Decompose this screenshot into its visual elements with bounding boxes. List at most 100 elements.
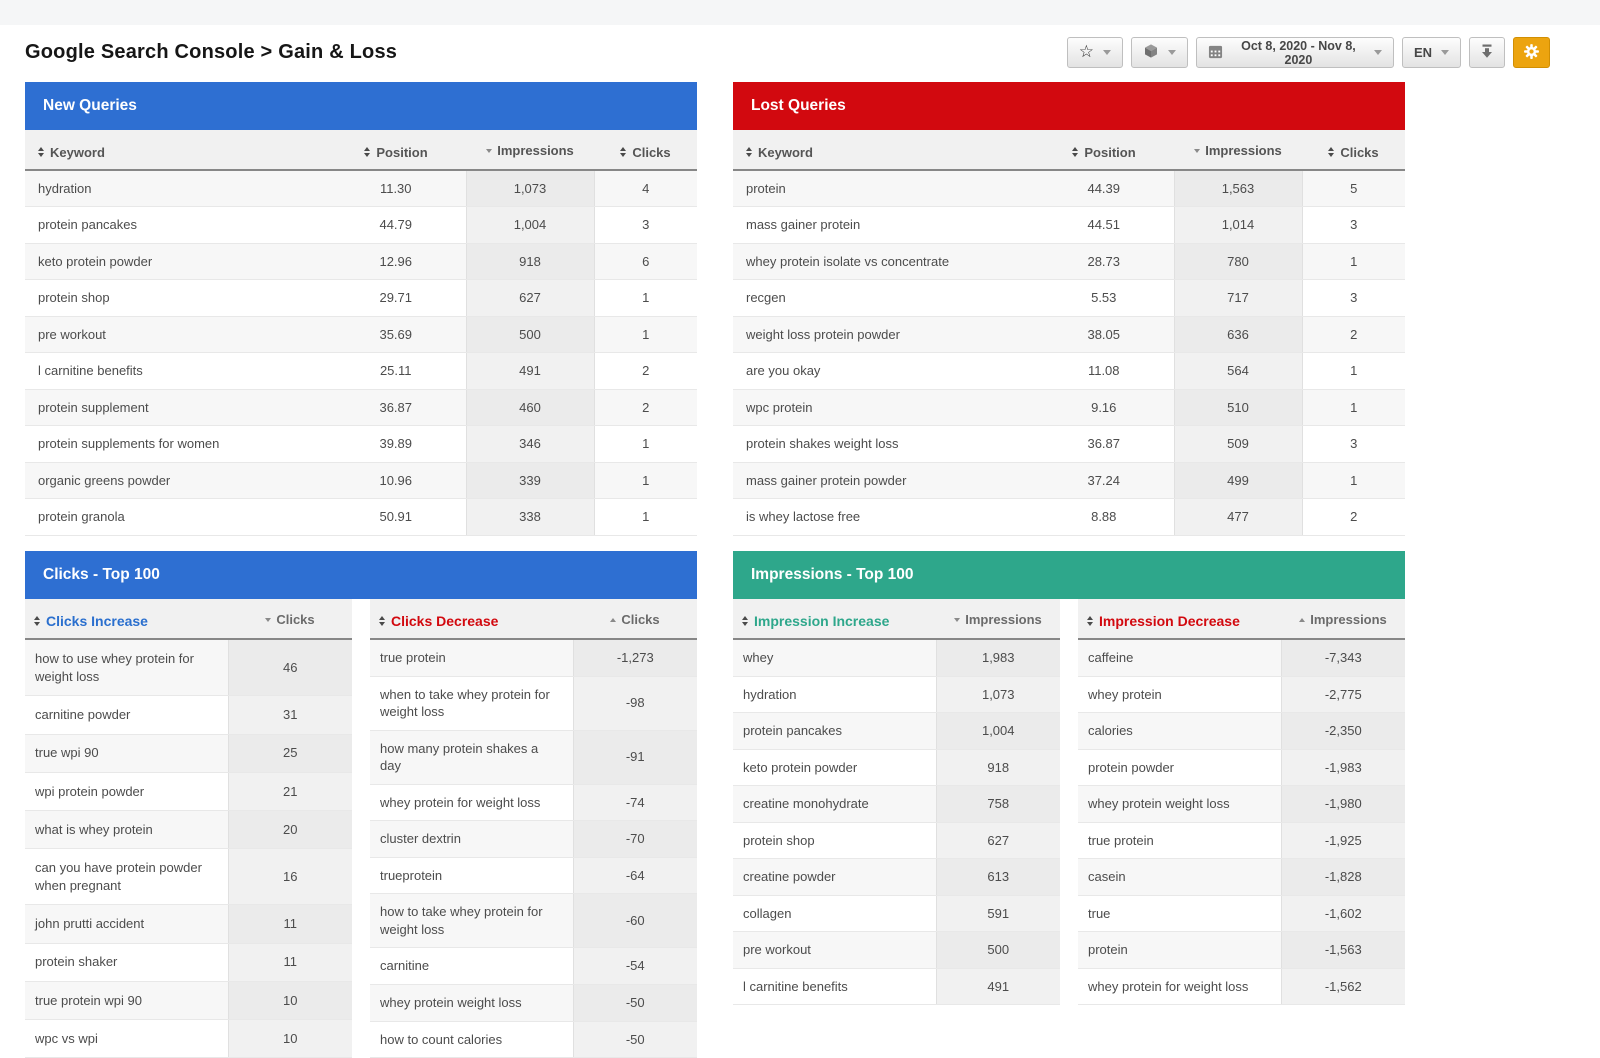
table-row[interactable]: creatine monohydrate 758 [733, 785, 1060, 823]
column-header-impression-decrease[interactable]: Impression Decrease [1078, 598, 1281, 640]
table-row[interactable]: casein -1,828 [1078, 858, 1405, 896]
table-row[interactable]: what is whey protein 20 [25, 810, 352, 850]
table-row[interactable]: collagen 591 [733, 895, 1060, 933]
column-header-impressions[interactable]: Impressions [466, 130, 594, 171]
impressions-cell: 918 [935, 749, 1060, 787]
table-row[interactable]: protein pancakes 44.79 1,004 3 [25, 206, 697, 244]
table-row[interactable]: whey protein for weight loss -1,562 [1078, 968, 1405, 1006]
table-row[interactable]: hydration 11.30 1,073 4 [25, 169, 697, 208]
keyword-cell: creatine monohydrate [733, 785, 936, 823]
table-row[interactable]: protein 44.39 1,563 5 [733, 169, 1405, 208]
settings-button[interactable] [1513, 37, 1550, 68]
table-row[interactable]: protein -1,563 [1078, 931, 1405, 969]
table-row[interactable]: hydration 1,073 [733, 676, 1060, 714]
table-row[interactable]: whey 1,983 [733, 638, 1060, 677]
position-cell: 8.88 [1034, 498, 1174, 536]
keyword-cell: wpi protein powder [25, 772, 228, 811]
table-row[interactable]: whey protein for weight loss -74 [370, 784, 697, 822]
table-row[interactable]: protein supplement 36.87 460 2 [25, 389, 697, 427]
table-row[interactable]: wpi protein powder 21 [25, 772, 352, 811]
table-row[interactable]: caffeine -7,343 [1078, 638, 1405, 677]
column-header-keyword[interactable]: Keyword [25, 130, 326, 171]
table-row[interactable]: pre workout 35.69 500 1 [25, 316, 697, 354]
keyword-cell: protein shop [733, 822, 936, 860]
table-row[interactable]: how to take whey protein for weight loss… [370, 893, 697, 949]
table-row[interactable]: how to use whey protein for weight loss … [25, 638, 352, 697]
table-row[interactable]: how to count calories -50 [370, 1021, 697, 1058]
impressions-cell: 1,014 [1173, 206, 1303, 244]
download-button[interactable] [1469, 37, 1505, 68]
table-row[interactable]: whey protein weight loss -1,980 [1078, 785, 1405, 823]
table-row[interactable]: wpc protein 9.16 510 1 [733, 389, 1405, 427]
clicks-cell: 3 [1302, 206, 1405, 244]
language-selector[interactable]: EN [1401, 37, 1461, 68]
impressions-cell: 613 [935, 858, 1060, 896]
column-header-clicks[interactable]: Clicks [1302, 130, 1405, 171]
column-header-impression-increase[interactable]: Impression Increase [733, 598, 936, 640]
keyword-cell: mass gainer protein [733, 206, 1034, 244]
table-row[interactable]: protein shop 29.71 627 1 [25, 279, 697, 317]
column-label: Impressions [497, 143, 574, 158]
date-range-picker[interactable]: Oct 8, 2020 - Nov 8, 2020 [1195, 37, 1394, 68]
table-row[interactable]: how many protein shakes a day -91 [370, 730, 697, 785]
table-row[interactable]: whey protein isolate vs concentrate 28.7… [733, 243, 1405, 281]
column-header-clicks[interactable]: Clicks [594, 130, 697, 171]
table-row[interactable]: keto protein powder 12.96 918 6 [25, 243, 697, 281]
table-row[interactable]: true -1,602 [1078, 895, 1405, 933]
table-row[interactable]: organic greens powder 10.96 339 1 [25, 462, 697, 500]
table-row[interactable]: l carnitine benefits 491 [733, 968, 1060, 1006]
column-header-position[interactable]: Position [1034, 130, 1174, 171]
column-header-row: Clicks Increase Clicks [25, 598, 352, 640]
table-row[interactable]: creatine powder 613 [733, 858, 1060, 896]
table-row[interactable]: true protein -1,273 [370, 638, 697, 677]
table-row[interactable]: are you okay 11.08 564 1 [733, 352, 1405, 390]
column-header-impressions-value[interactable]: Impressions [936, 598, 1060, 640]
table-row[interactable]: protein shakes weight loss 36.87 509 3 [733, 425, 1405, 463]
keyword-cell: carnitine powder [25, 695, 228, 735]
column-header-keyword[interactable]: Keyword [733, 130, 1034, 171]
table-row[interactable]: mass gainer protein powder 37.24 499 1 [733, 462, 1405, 500]
table-row[interactable]: l carnitine benefits 25.11 491 2 [25, 352, 697, 390]
table-row[interactable]: protein shaker 11 [25, 943, 352, 982]
table-row[interactable]: trueprotein -64 [370, 857, 697, 895]
column-header-position[interactable]: Position [326, 130, 466, 171]
table-row[interactable]: protein supplements for women 39.89 346 … [25, 425, 697, 463]
table-row[interactable]: protein granola 50.91 338 1 [25, 498, 697, 536]
column-header-clicks-decrease[interactable]: Clicks Decrease [370, 598, 573, 640]
table-row[interactable]: carnitine -54 [370, 947, 697, 985]
table-row[interactable]: calories -2,350 [1078, 712, 1405, 750]
table-row[interactable]: weight loss protein powder 38.05 636 2 [733, 316, 1405, 354]
column-header-clicks-value[interactable]: Clicks [573, 598, 697, 640]
table-row[interactable]: john prutti accident 11 [25, 904, 352, 944]
clicks-cell: -1,273 [572, 638, 697, 677]
column-header-impressions[interactable]: Impressions [1174, 130, 1302, 171]
table-row[interactable]: true protein -1,925 [1078, 822, 1405, 860]
table-row[interactable]: can you have protein powder when pregnan… [25, 848, 352, 906]
impressions-cell: 627 [465, 279, 595, 317]
table-row[interactable]: recgen 5.53 717 3 [733, 279, 1405, 317]
column-label: Clicks [1340, 144, 1379, 160]
position-cell: 36.87 [1034, 425, 1174, 463]
table-row[interactable]: whey protein -2,775 [1078, 676, 1405, 714]
table-row[interactable]: mass gainer protein 44.51 1,014 3 [733, 206, 1405, 244]
table-row[interactable]: protein shop 627 [733, 822, 1060, 860]
clicks-cell: -54 [572, 947, 697, 985]
table-row[interactable]: protein pancakes 1,004 [733, 712, 1060, 750]
table-row[interactable]: true protein wpi 90 10 [25, 981, 352, 1020]
table-row[interactable]: cluster dextrin -70 [370, 820, 697, 858]
table-row[interactable]: when to take whey protein for weight los… [370, 676, 697, 731]
keyword-cell: cluster dextrin [370, 820, 573, 858]
favorites-button[interactable]: ☆ [1066, 37, 1123, 68]
column-header-clicks-increase[interactable]: Clicks Increase [25, 598, 228, 640]
table-row[interactable]: true wpi 90 25 [25, 734, 352, 773]
table-row[interactable]: carnitine powder 31 [25, 695, 352, 735]
table-row[interactable]: is whey lactose free 8.88 477 2 [733, 498, 1405, 536]
table-row[interactable]: whey protein weight loss -50 [370, 984, 697, 1022]
table-row[interactable]: protein powder -1,983 [1078, 749, 1405, 787]
table-row[interactable]: pre workout 500 [733, 931, 1060, 969]
column-header-impressions-value[interactable]: Impressions [1281, 598, 1405, 640]
column-header-clicks-value[interactable]: Clicks [228, 598, 352, 640]
product-switcher-button[interactable] [1130, 37, 1188, 68]
impressions-subtables: Impression Increase Impressions whey 1,9… [733, 598, 1405, 1006]
table-row[interactable]: keto protein powder 918 [733, 749, 1060, 787]
